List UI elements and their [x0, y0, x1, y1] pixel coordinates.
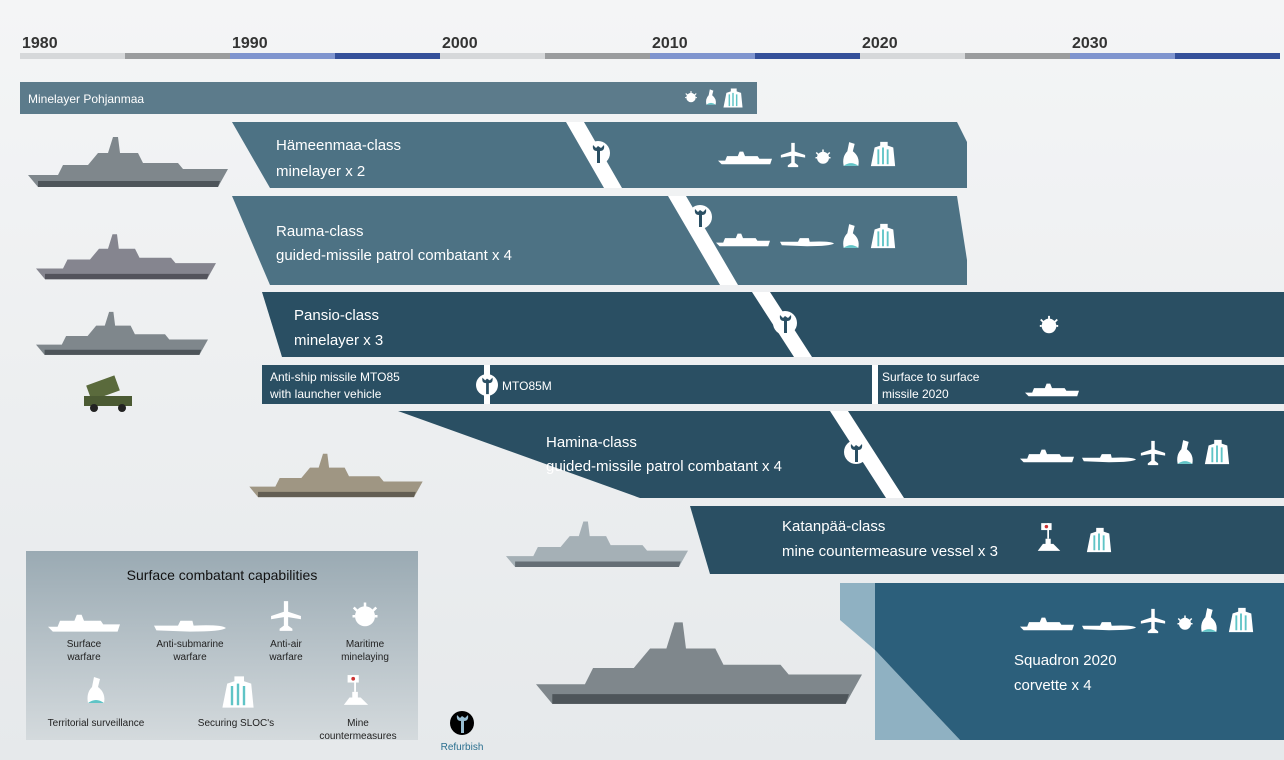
program-label: guided-missile patrol combatant x 4 — [276, 247, 512, 264]
program-label: with launcher vehicle — [269, 387, 382, 401]
timeline-segment — [125, 53, 230, 59]
timeline-segment — [335, 53, 440, 59]
refurbish-label: Refurbish — [441, 742, 484, 753]
program-label: Pansio-class — [294, 307, 379, 324]
program-label: guided-missile patrol combatant x 4 — [546, 458, 782, 475]
legend-label: Surface — [67, 639, 102, 650]
program-label: minelayer x 3 — [294, 332, 383, 349]
legend-label: Anti-air — [270, 639, 302, 650]
program-label: mine countermeasure vessel x 3 — [782, 543, 998, 560]
successor-label: Surface to surface — [882, 370, 980, 384]
bar-mto85 — [262, 365, 1284, 404]
infographic: 1980 1990 2000 2010 2020 2030 Minelayer … — [0, 0, 1284, 760]
year-label: 2010 — [652, 35, 688, 52]
wrench-icon — [773, 311, 797, 335]
program-label: Minelayer Pohjanmaa — [28, 92, 144, 106]
wrench-icon — [476, 374, 498, 396]
program-label: Katanpää-class — [782, 518, 885, 535]
wrench-icon — [688, 205, 712, 229]
refurbish-icon — [450, 711, 474, 735]
year-label: 1980 — [22, 35, 58, 52]
program-label: Hamina-class — [546, 434, 637, 451]
program-label: minelayer x 2 — [276, 163, 365, 180]
program-label: corvette x 4 — [1014, 677, 1092, 694]
legend: Surface combatant capabilities Surface w… — [26, 551, 483, 753]
program-label: Squadron 2020 — [1014, 652, 1117, 669]
program-label: Rauma-class — [276, 223, 364, 240]
legend-label: Territorial surveillance — [48, 718, 145, 729]
year-label: 2000 — [442, 35, 478, 52]
timeline-segment — [860, 53, 965, 59]
legend-title: Surface combatant capabilities — [127, 567, 318, 583]
bar-katanpaa — [690, 506, 1284, 574]
legend-label: countermeasures — [319, 731, 396, 742]
year-label: 2030 — [1072, 35, 1108, 52]
transition-gap — [872, 365, 878, 404]
legend-label: Securing SLOC's — [198, 718, 274, 729]
timeline-segment — [1070, 53, 1175, 59]
legend-label: minelaying — [341, 652, 389, 663]
legend-label: warfare — [172, 652, 207, 663]
timeline-segment — [230, 53, 335, 59]
legend-label: warfare — [268, 652, 303, 663]
legend-label: Anti-submarine — [156, 639, 224, 650]
timeline-segment — [20, 53, 125, 59]
legend-label: warfare — [66, 652, 101, 663]
wrench-icon — [586, 141, 610, 165]
timeline-segment — [755, 53, 860, 59]
program-label: Hämeenmaa-class — [276, 137, 401, 154]
timeline-bar — [20, 53, 1280, 59]
timeline-segment — [1175, 53, 1280, 59]
successor-label: missile 2020 — [882, 387, 949, 401]
timeline-segment — [545, 53, 650, 59]
year-label: 1990 — [232, 35, 268, 52]
timeline-segment — [965, 53, 1070, 59]
legend-label: Maritime — [346, 639, 385, 650]
legend-label: Mine — [347, 718, 369, 729]
program-label: Anti-ship missile MTO85 — [270, 370, 400, 384]
year-label: 2020 — [862, 35, 898, 52]
timeline-segment — [650, 53, 755, 59]
wrench-icon — [844, 440, 868, 464]
timeline-segment — [440, 53, 545, 59]
upgrade-label: MTO85M — [502, 379, 552, 393]
